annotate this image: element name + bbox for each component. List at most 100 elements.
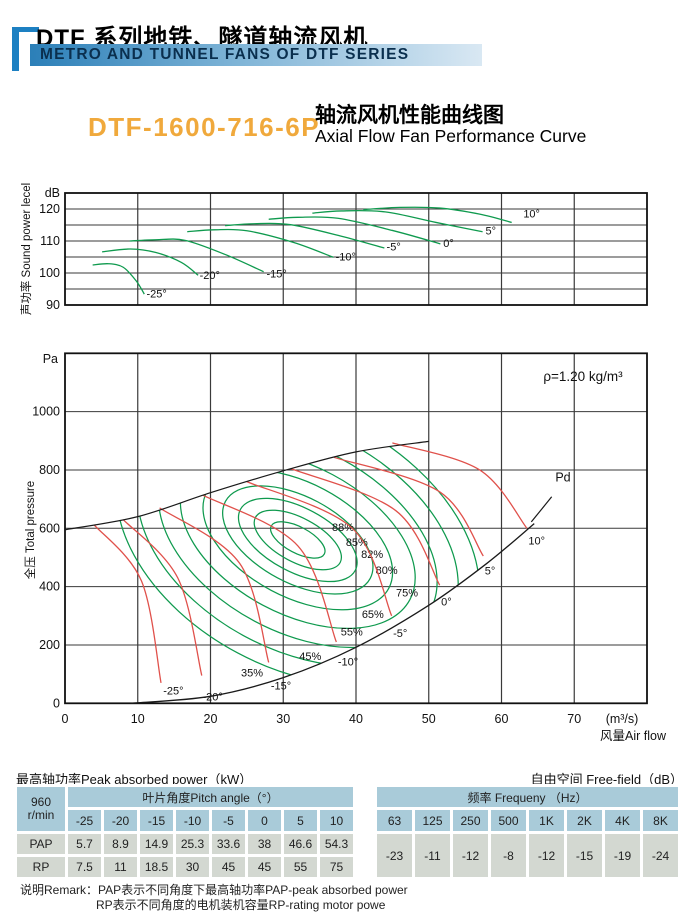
row-label-rp: RP [17, 857, 65, 877]
efficiency-contour-80% [222, 485, 374, 595]
perf-y-unit: Pa [43, 352, 58, 366]
frequency-value: 63 [377, 810, 412, 831]
frequency-value: 500 [491, 810, 526, 831]
svg-text:600: 600 [39, 521, 60, 535]
pap-value: 38 [248, 834, 281, 854]
sound-curve-0° [268, 216, 441, 245]
efficiency-contours [115, 441, 480, 686]
sound-curve-label: 10° [523, 209, 540, 221]
stall-envelope-curve [64, 440, 429, 531]
pap-value: 46.6 [284, 834, 317, 854]
sound-curve--25° [92, 263, 145, 295]
efficiency-contour-85% [253, 509, 343, 571]
remark-line-2: RP表示不同角度的电机装机容量RP-rating motor powe [96, 898, 386, 912]
pitch-angle-value: -25 [68, 810, 101, 831]
sound-curve-label: -15° [267, 268, 287, 280]
fan-model-number: DTF-1600-716-6P [88, 112, 321, 142]
svg-text:90: 90 [46, 298, 60, 312]
free-field-value: -23 [377, 834, 412, 877]
frequency-value: 4K [605, 810, 640, 831]
pitch-curve--15° [159, 507, 270, 663]
frequency-header: 频率 Frequeny （Hz） [377, 787, 678, 807]
peak-power-table-title: 最高轴功率Peak absorbed power（kW） [16, 772, 253, 787]
efficiency-contour-88% [269, 521, 326, 559]
sound-curve-label: -20° [200, 270, 220, 282]
efficiency-label: 80% [376, 565, 398, 577]
svg-text:10: 10 [131, 712, 145, 726]
pitch-angle-label: 5° [485, 565, 496, 577]
free-field-value: -12 [529, 834, 564, 877]
svg-text:30: 30 [276, 712, 290, 726]
free-field-value: -8 [491, 834, 526, 877]
perf-x-unit: (m³/s) [606, 712, 639, 726]
pitch-curve--20° [122, 519, 203, 676]
sound-curve--5° [225, 222, 385, 249]
rp-value: 7.5 [68, 857, 101, 877]
svg-text:120: 120 [39, 202, 60, 216]
sound-power-chart: 90 100 110 120 dB 声功率 Sound power lecel -25° -2… [19, 183, 648, 315]
efficiency-label: 65% [362, 609, 384, 621]
header-banner: METRO AND TUNNEL FANS OF DTF SERIES [30, 44, 482, 66]
pitch-curve-10° [392, 442, 528, 529]
frequency-value: 125 [415, 810, 450, 831]
pitch-curve--5° [246, 481, 393, 617]
free-field-spectrum-table: 频率 Frequeny （Hz） 63 125 250 500 1K 2K 4K 8K -23 -1… [374, 784, 681, 880]
pap-value: 33.6 [212, 834, 245, 854]
rp-value: 18.5 [140, 857, 173, 877]
pitch-angle-value: -5 [212, 810, 245, 831]
efficiency-label: 75% [396, 588, 418, 600]
sound-y-axis-label: 声功率 Sound power lecel [19, 183, 33, 315]
svg-text:70: 70 [567, 712, 581, 726]
chart-title-chinese: 轴流风机性能曲线图 [315, 104, 504, 127]
rp-value: 75 [320, 857, 353, 877]
frequency-value: 1K [529, 810, 564, 831]
sound-curve-label: -25° [146, 289, 166, 301]
efficiency-contour-55% [157, 441, 438, 649]
free-field-value: -12 [453, 834, 488, 877]
chart-title-english: Axial Flow Fan Performance Curve [315, 126, 587, 146]
pitch-angle-label: -5° [393, 628, 407, 640]
free-field-value: -15 [567, 834, 602, 877]
free-field-table-title: 自由空间 Free-field（dB） [530, 772, 683, 787]
free-field-value: -11 [415, 834, 450, 877]
dynamic-pressure-curve [130, 523, 535, 704]
sound-y-unit: dB [45, 186, 60, 200]
pitch-curve--10° [202, 494, 337, 643]
sound-curve--15° [129, 238, 264, 273]
header-bracket-decoration [12, 27, 39, 71]
rp-value: 30 [176, 857, 209, 877]
svg-text:50: 50 [422, 712, 436, 726]
peak-absorbed-power-table: 960 r/min 叶片角度Pitch angle（°） -25 -20 -15 -10 -5… [14, 784, 356, 880]
rp-value: 45 [212, 857, 245, 877]
pap-value: 54.3 [320, 834, 353, 854]
free-field-value: -19 [605, 834, 640, 877]
sound-curve-label: -10° [336, 252, 356, 264]
pitch-curve-5° [333, 456, 484, 557]
pitch-angle-value: -10 [176, 810, 209, 831]
pap-value: 14.9 [140, 834, 173, 854]
remark-line-1: 说明Remark：PAP表示不同角度下最高轴功率PAP-peak absorbe… [20, 883, 408, 897]
pd-curve-label: Pd [555, 471, 570, 485]
performance-curve-chart: Pa 200 400 600 800 1000 00 10 20 30 40 50 60 70 (m³/s)… [23, 352, 667, 743]
perf-x-axis-label: 风量Air flow [600, 729, 667, 743]
page-title-english: METRO AND TUNNEL FANS OF DTF SERIES [40, 46, 410, 63]
efficiency-label: 45% [299, 651, 321, 663]
perf-y-axis-label: 全压 Total pressure [23, 481, 37, 579]
rpm-header-cell: 960 r/min [17, 787, 65, 831]
efficiency-contour-82% [237, 497, 358, 583]
pd-pointer-line [530, 496, 553, 523]
efficiency-label: 88% [332, 522, 354, 534]
pitch-angle-value: 0 [248, 810, 281, 831]
efficiency-label: 55% [341, 626, 363, 638]
pitch-angle-label: -10° [338, 656, 358, 668]
sound-curve-label: 0° [443, 238, 454, 250]
pitch-angle-value: -15 [140, 810, 173, 831]
svg-text:200: 200 [39, 638, 60, 652]
svg-text:0: 0 [53, 696, 60, 710]
pitch-curve--25° [93, 524, 162, 684]
svg-text:40: 40 [349, 712, 363, 726]
efficiency-label: 35% [241, 667, 263, 679]
efficiency-contour-35% [115, 441, 480, 686]
svg-text:110: 110 [40, 234, 60, 248]
